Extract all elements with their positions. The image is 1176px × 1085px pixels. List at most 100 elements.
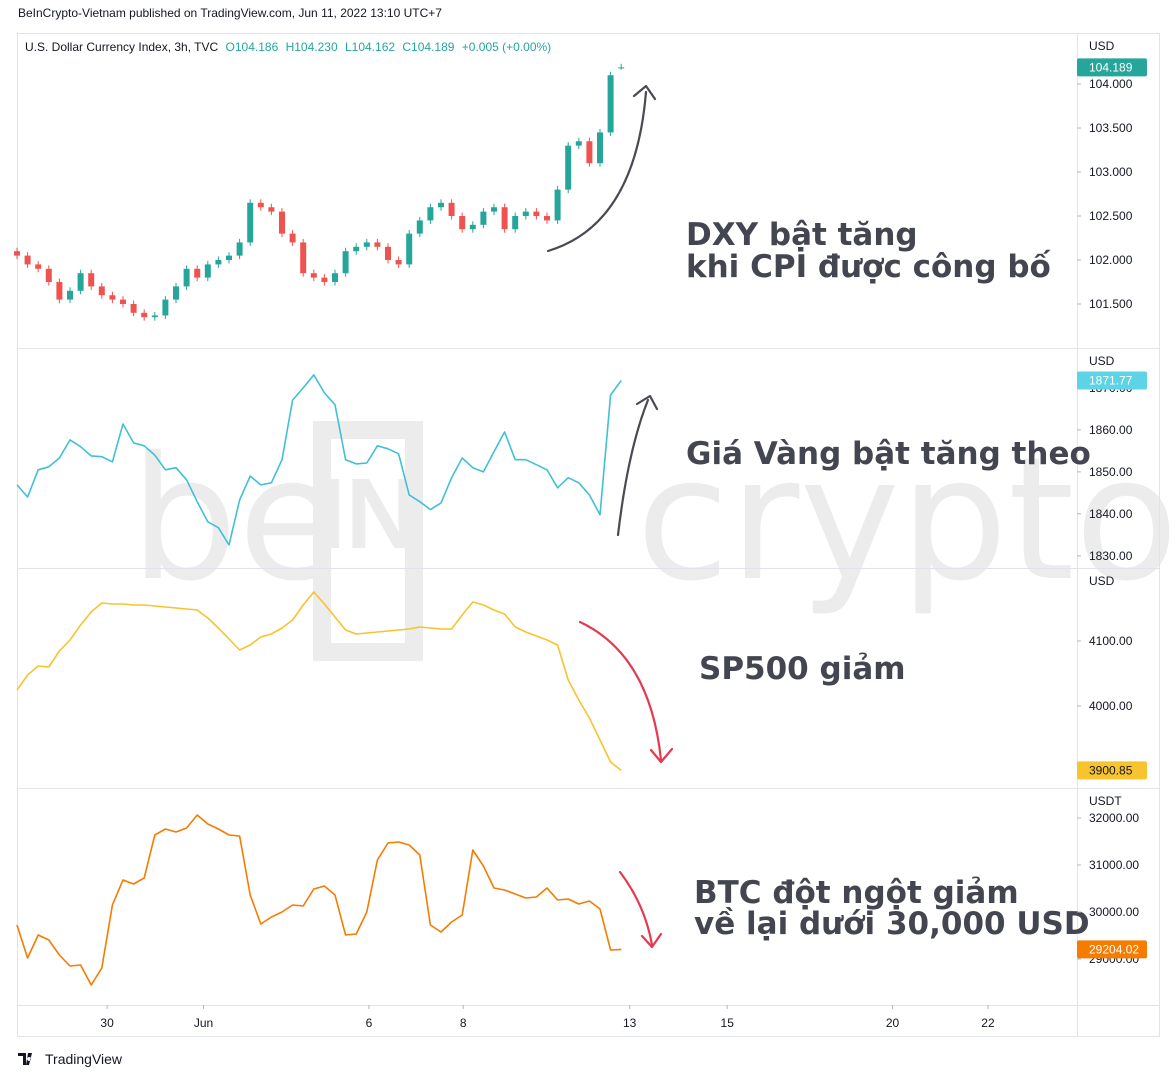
last-price-label: 3900.85 bbox=[1089, 763, 1133, 777]
candle-body bbox=[385, 246, 391, 261]
arrows bbox=[546, 84, 674, 949]
series-line bbox=[16, 374, 622, 546]
y-tick-label: 1840.00 bbox=[1089, 507, 1133, 521]
footer-logo: TradingView bbox=[18, 1051, 123, 1067]
candle-body bbox=[448, 202, 455, 217]
candle-body bbox=[533, 211, 540, 217]
candle-body bbox=[480, 211, 487, 225]
candle-body bbox=[268, 207, 275, 212]
candle-body bbox=[332, 273, 338, 283]
candle-body bbox=[226, 255, 232, 261]
watermark-be: be bbox=[130, 421, 343, 619]
candle-body bbox=[24, 255, 31, 265]
annotation: DXY bật tăng bbox=[686, 217, 918, 253]
candle-body bbox=[416, 220, 423, 234]
y-tick-label: 4000.00 bbox=[1089, 699, 1133, 713]
candle-body bbox=[310, 273, 317, 278]
y-tick-label: 102.000 bbox=[1089, 253, 1133, 267]
candle-body bbox=[512, 216, 519, 230]
last-price-label: 29204.02 bbox=[1089, 942, 1139, 956]
annotation: về lại dưới 30,000 USD bbox=[694, 906, 1090, 942]
candle-body bbox=[501, 207, 508, 230]
candle-body bbox=[586, 141, 593, 164]
watermark: be IN crypto bbox=[130, 421, 1176, 661]
legend-close: C104.189 bbox=[402, 40, 454, 54]
candle-body bbox=[35, 264, 42, 269]
candle-body bbox=[14, 251, 20, 256]
candle-body bbox=[438, 202, 444, 208]
pane: USDT29000.0030000.0031000.0032000.002920… bbox=[16, 794, 1147, 986]
candle-body bbox=[374, 242, 381, 247]
arrow-head bbox=[632, 84, 657, 101]
y-tick-label: 1860.00 bbox=[1089, 423, 1133, 437]
header: BeInCrypto-Vietnam published on TradingV… bbox=[18, 6, 442, 20]
logo-mark bbox=[18, 1053, 32, 1065]
x-tick-label: 30 bbox=[100, 1016, 114, 1030]
frame-border bbox=[17, 33, 1160, 1037]
candle-body bbox=[342, 251, 349, 274]
y-tick-label: 30000.00 bbox=[1089, 905, 1139, 919]
y-tick-label: 31000.00 bbox=[1089, 858, 1139, 872]
last-price-tag bbox=[1077, 940, 1147, 959]
watermark-crypto: crypto bbox=[636, 421, 1176, 619]
watermark-box bbox=[313, 421, 423, 661]
candle-body bbox=[363, 242, 370, 247]
candle-body bbox=[56, 282, 63, 300]
x-tick-label: 22 bbox=[981, 1016, 995, 1030]
legend-low: L104.162 bbox=[345, 40, 395, 54]
arrow-head bbox=[640, 932, 663, 949]
price-unit: USDT bbox=[1089, 794, 1122, 808]
x-tick-label: 13 bbox=[623, 1016, 637, 1030]
candle-body bbox=[554, 189, 561, 221]
candle-body bbox=[427, 207, 434, 221]
candle-body bbox=[289, 233, 296, 243]
legend: U.S. Dollar Currency Index, 3h, TVC O104… bbox=[25, 40, 551, 54]
y-tick-label: 103.500 bbox=[1089, 121, 1133, 135]
candle-body bbox=[151, 315, 158, 318]
candle-body bbox=[544, 216, 550, 221]
candle-body bbox=[120, 299, 126, 305]
annotation: khi CPI được công bố bbox=[686, 249, 1052, 285]
candle-body bbox=[469, 224, 476, 230]
candle-body bbox=[597, 132, 603, 164]
candle-body bbox=[459, 216, 466, 230]
last-price-tag bbox=[1077, 371, 1147, 390]
candle-body bbox=[406, 233, 413, 265]
candle-body bbox=[45, 268, 52, 283]
candle-body bbox=[67, 290, 73, 300]
frame bbox=[17, 33, 1160, 1037]
candle-body bbox=[194, 268, 201, 278]
candle-body bbox=[183, 268, 190, 287]
y-tick-label: 1830.00 bbox=[1089, 549, 1133, 563]
pane: USD1830.001840.001850.001860.001870.0018… bbox=[16, 354, 1147, 563]
price-unit: USD bbox=[1089, 574, 1115, 588]
candle-body bbox=[395, 260, 402, 265]
y-tick-label: 1850.00 bbox=[1089, 465, 1133, 479]
annotation: BTC đột ngột giảm bbox=[694, 875, 1019, 911]
candle-body bbox=[300, 242, 307, 274]
candle-body bbox=[491, 207, 497, 212]
annotation: SP500 giảm bbox=[699, 651, 906, 687]
candle-body bbox=[141, 312, 148, 318]
y-tick-label: 102.500 bbox=[1089, 209, 1133, 223]
candle-body bbox=[236, 242, 243, 256]
candle-body bbox=[618, 67, 625, 69]
legend-name: U.S. Dollar Currency Index, 3h, TVC bbox=[25, 40, 219, 54]
arrow bbox=[546, 90, 648, 253]
legend-change: +0.005 (+0.00%) bbox=[462, 40, 551, 54]
x-tick-label: 15 bbox=[721, 1016, 735, 1030]
candle-body bbox=[88, 273, 95, 287]
candle-body bbox=[575, 141, 582, 146]
x-tick-label: 8 bbox=[460, 1016, 467, 1030]
candle-body bbox=[109, 295, 116, 300]
candle-body bbox=[204, 264, 211, 278]
arrow bbox=[618, 870, 654, 947]
y-tick-label: 32000.00 bbox=[1089, 811, 1139, 825]
annotation: Giá Vàng bật tăng theo bbox=[686, 436, 1091, 472]
arrow bbox=[616, 398, 650, 537]
price-unit: USD bbox=[1089, 354, 1115, 368]
legend-high: H104.230 bbox=[286, 40, 338, 54]
y-tick-label: 101.500 bbox=[1089, 297, 1133, 311]
candle-body bbox=[565, 145, 572, 190]
